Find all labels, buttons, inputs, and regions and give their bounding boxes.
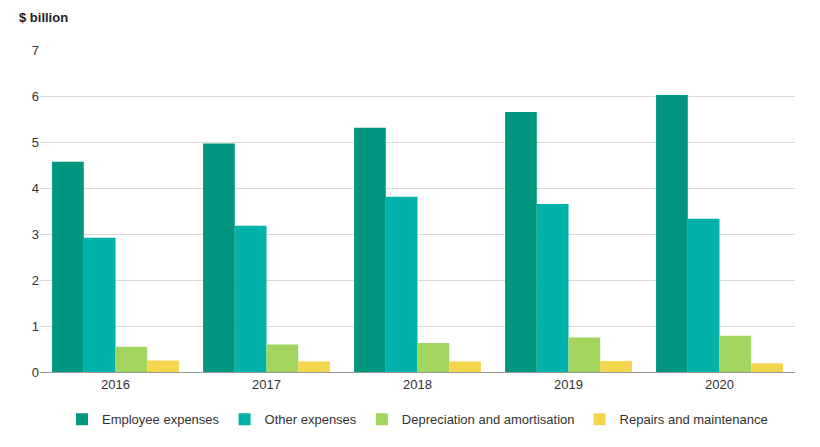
svg-text:2: 2 xyxy=(32,273,39,288)
svg-text:6: 6 xyxy=(32,89,39,104)
svg-text:2017: 2017 xyxy=(252,377,281,392)
svg-text:2018: 2018 xyxy=(403,377,432,392)
svg-text:Depreciation and amortisation: Depreciation and amortisation xyxy=(402,412,575,427)
svg-text:2019: 2019 xyxy=(554,377,583,392)
svg-text:1: 1 xyxy=(32,319,39,334)
svg-text:2020: 2020 xyxy=(705,377,734,392)
svg-text:Employee expenses: Employee expenses xyxy=(102,412,220,427)
svg-text:7: 7 xyxy=(32,43,39,58)
svg-text:2016: 2016 xyxy=(101,377,130,392)
svg-text:$ billion: $ billion xyxy=(19,10,68,25)
svg-text:4: 4 xyxy=(32,181,39,196)
svg-text:3: 3 xyxy=(32,227,39,242)
svg-text:0: 0 xyxy=(32,365,39,380)
svg-text:Other expenses: Other expenses xyxy=(265,412,357,427)
svg-text:5: 5 xyxy=(32,135,39,150)
svg-text:Repairs and maintenance: Repairs and maintenance xyxy=(620,412,768,427)
